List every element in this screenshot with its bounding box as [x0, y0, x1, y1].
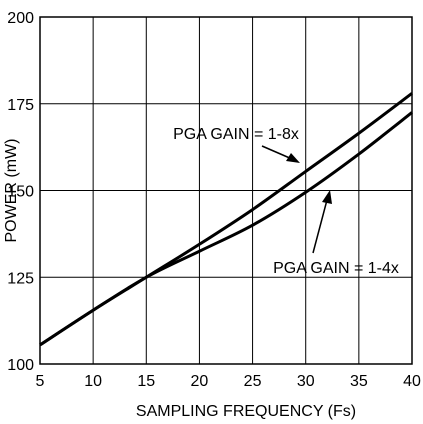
annotation-arrowhead-gain-1-4x: [322, 190, 332, 204]
x-tick-label-10: 10: [84, 373, 102, 390]
x-tick-label-35: 35: [350, 373, 368, 390]
x-tick-label-20: 20: [191, 373, 209, 390]
x-tick-label-25: 25: [244, 373, 262, 390]
annotation-arrow-shaft-gain-1-8x: [261, 145, 293, 160]
y-tick-label-175: 175: [7, 97, 34, 114]
y-tick-label-125: 125: [7, 270, 34, 287]
x-tick-label-15: 15: [137, 373, 155, 390]
x-tick-label-40: 40: [403, 373, 421, 390]
annotation-label-gain-1-4x: PGA GAIN = 1-4x: [273, 260, 399, 277]
y-tick-label-150: 150: [7, 184, 34, 201]
y-axis-label: POWER (mW): [3, 139, 20, 243]
series-lines: [39, 92, 413, 347]
annotation-label-gain-1-8x: PGA GAIN = 1-8x: [173, 126, 299, 143]
series-line-2: [39, 111, 413, 347]
annotation-arrowhead-gain-1-8x: [286, 153, 300, 163]
x-axis-label: SAMPLING FREQUENCY (Fs): [136, 403, 356, 420]
plot-frame: [39, 16, 413, 365]
annotation-arrow-shaft-gain-1-4x: [312, 199, 328, 254]
x-tick-label-30: 30: [297, 373, 315, 390]
annotations: PGA GAIN = 1-8x PGA GAIN = 1-4x: [173, 126, 399, 277]
tick-labels: 5 10 15 20 25 30 35 40 100 125 150 175 200: [7, 10, 421, 390]
y-tick-label-100: 100: [7, 357, 34, 374]
x-tick-label-5: 5: [36, 373, 45, 390]
y-tick-label-200: 200: [7, 10, 34, 27]
grid: [39, 16, 413, 365]
